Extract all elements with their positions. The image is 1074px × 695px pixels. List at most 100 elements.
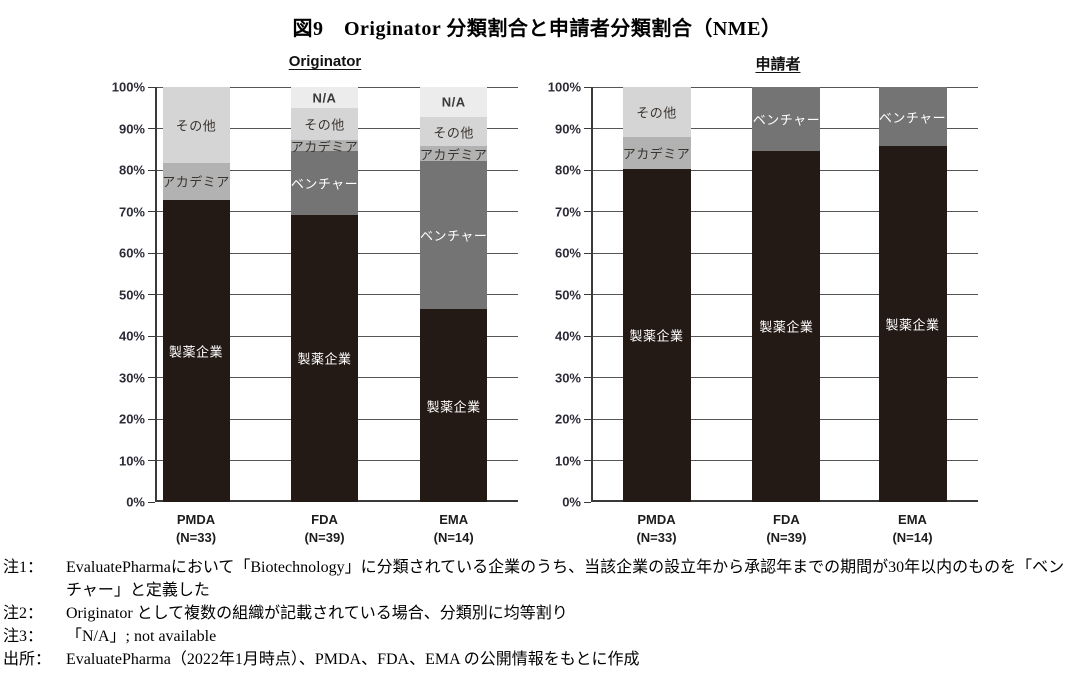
y-axis-tick — [148, 169, 155, 171]
note-1: 注1： EvaluatePharmaにおいて「Biotechnology」に分類… — [3, 556, 1071, 602]
y-axis-label: 50% — [554, 287, 581, 302]
gridline — [155, 86, 518, 88]
y-axis-label: 0% — [126, 494, 145, 510]
bar-ema: 製薬企業 ベンチャー アカデミア その他 N/A — [420, 87, 488, 502]
y-axis-tick — [148, 252, 155, 254]
x-axis-label-name: PMDA — [637, 512, 676, 527]
x-axis-label: EMA (N=14) — [853, 511, 973, 547]
chart-applicant-plot: 0% 10% 20% 30% 40% 50% 60% 70% 80% 90% 100% 製薬企業 アカデ… — [548, 80, 978, 545]
segment-label: ベンチャー — [290, 176, 359, 192]
y-axis-tick — [584, 501, 591, 503]
x-axis-label-n: (N=14) — [892, 530, 933, 545]
segment — [162, 200, 230, 502]
segment-label: アカデミア — [162, 174, 230, 190]
x-axis-label: EMA (N=14) — [394, 511, 514, 547]
y-axis-tick — [584, 128, 591, 129]
x-axis-label-name: FDA — [311, 512, 338, 527]
y-axis-label: 10% — [554, 453, 581, 468]
segment-label: 製薬企業 — [426, 399, 481, 415]
segment-label: 製薬企業 — [168, 344, 224, 360]
segment — [752, 87, 821, 151]
y-axis-label: 0% — [562, 494, 581, 510]
x-axis-label-n: (N=39) — [304, 530, 345, 545]
y-axis-tick — [584, 460, 591, 461]
y-axis-label: 70% — [118, 204, 145, 219]
y-axis-tick — [584, 335, 591, 337]
segment — [162, 87, 230, 163]
source-note-label: 出所： — [3, 651, 52, 668]
note-3-label: 注3： — [3, 628, 44, 645]
note-2-text: Originator として複数の組織が記載されている場合、分類別に均等割り — [66, 605, 568, 622]
segment — [878, 146, 947, 502]
y-axis-tick — [584, 377, 591, 378]
y-axis-label: 60% — [554, 245, 581, 261]
y-axis-label: 80% — [554, 162, 581, 178]
segment-label: 製薬企業 — [885, 317, 940, 333]
segment-label: アカデミア — [622, 146, 691, 162]
segment-label: ベンチャー — [752, 112, 821, 128]
segment-label: その他 — [636, 105, 677, 121]
x-axis-label-n: (N=33) — [175, 530, 217, 545]
note-3-text: 「N/A」; not available — [66, 628, 217, 645]
y-axis-label: 80% — [118, 162, 145, 178]
note-1-label: 注1： — [3, 559, 44, 576]
segment-label: N/A — [312, 90, 337, 106]
x-axis-label-n: (N=39) — [766, 530, 807, 545]
y-axis-tick — [148, 460, 155, 461]
source-note-text: EvaluatePharma（2022年1月時点）、PMDA、FDA、EMA の… — [66, 651, 640, 668]
segment — [878, 87, 947, 147]
y-axis-tick — [584, 211, 591, 212]
y-axis-tick — [584, 169, 591, 171]
y-axis-label: 50% — [118, 287, 145, 302]
y-axis-tick — [148, 128, 155, 129]
segment — [420, 309, 488, 502]
x-axis-label-n: (N=33) — [636, 530, 677, 545]
note-2: 注2： Originator として複数の組織が記載されている場合、分類別に均等… — [3, 602, 1071, 625]
x-axis-label-n: (N=14) — [433, 530, 474, 545]
y-axis-label: 40% — [554, 328, 581, 344]
segment-label: その他 — [433, 125, 474, 141]
x-axis-label-name: PMDA — [176, 512, 216, 527]
chart-originator-plot: 0% 10% 20% 30% 40% 50% 60% 70% 80% 90% 100% 製薬企業 アカデ… — [112, 80, 518, 545]
x-axis-label: PMDA (N=33) — [136, 511, 256, 547]
segment-label: アカデミア — [290, 139, 359, 154]
footnotes: 注1： EvaluatePharmaにおいて「Biotechnology」に分類… — [3, 556, 1071, 671]
y-axis-label: 90% — [554, 121, 581, 136]
segment-label: ベンチャー — [420, 228, 488, 244]
x-axis-label: FDA (N=39) — [265, 511, 385, 547]
note-2-label: 注2： — [3, 605, 44, 622]
y-axis-label: 20% — [554, 411, 581, 427]
chart-title-applicant: 申請者 — [755, 56, 801, 73]
y-axis-label: 70% — [554, 204, 581, 219]
segment-label: その他 — [304, 117, 345, 133]
y-axis-label: 20% — [118, 411, 145, 427]
segment — [291, 214, 358, 502]
segment — [291, 140, 358, 151]
gridline — [591, 86, 978, 88]
segment — [420, 87, 488, 117]
x-axis-label: PMDA (N=33) — [597, 511, 717, 547]
segment — [291, 87, 358, 109]
segment-label: 製薬企業 — [629, 328, 684, 344]
chart-title-originator: Originator — [288, 53, 362, 70]
segment — [622, 168, 691, 502]
y-axis-label: 90% — [118, 121, 145, 136]
segment — [162, 162, 230, 201]
segment-label: 製薬企業 — [297, 351, 352, 367]
y-axis-tick — [148, 211, 155, 212]
y-axis-label: 60% — [118, 245, 145, 261]
y-axis-tick — [148, 377, 155, 378]
bar-pmda: 製薬企業 アカデミア その他 — [622, 87, 691, 502]
segment — [420, 161, 488, 310]
bar-ema: 製薬企業 ベンチャー — [878, 87, 947, 502]
y-axis-line — [591, 87, 593, 502]
y-axis-tick — [584, 252, 591, 254]
y-axis-label: 40% — [118, 328, 145, 344]
figure-title: 図9 Originator 分類割合と申請者分類割合（NME） — [292, 18, 782, 40]
segment — [291, 108, 358, 141]
y-axis-tick — [148, 335, 155, 337]
segment — [420, 116, 488, 147]
y-axis-label: 10% — [118, 453, 145, 468]
x-axis-label: FDA (N=39) — [726, 511, 846, 547]
y-axis-label: 30% — [118, 370, 145, 385]
